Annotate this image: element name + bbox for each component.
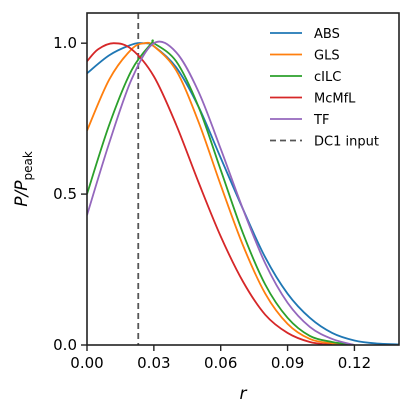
series-line-cilc bbox=[87, 39, 355, 345]
legend-entry: DC1 input bbox=[270, 135, 379, 150]
series-line-tf bbox=[87, 40, 355, 345]
x-tick-label: 0.06 bbox=[204, 354, 237, 372]
y-axis-label: P/Ppeak bbox=[12, 151, 35, 207]
y-tick-label: 0.0 bbox=[53, 336, 77, 354]
series-line-gls bbox=[87, 41, 355, 345]
x-tick-label: 0.00 bbox=[70, 354, 103, 372]
legend-entry: GLS bbox=[270, 49, 340, 64]
legend-label: DC1 input bbox=[314, 135, 379, 150]
legend-label: ABS bbox=[314, 27, 340, 42]
series-lines bbox=[87, 13, 399, 345]
x-tick-label: 0.03 bbox=[137, 354, 170, 372]
legend-label: TF bbox=[313, 113, 329, 128]
x-tick-label: 0.09 bbox=[271, 354, 304, 372]
legend-label: GLS bbox=[314, 49, 340, 64]
legend-label: cILC bbox=[314, 70, 341, 85]
legend-entry: cILC bbox=[270, 70, 341, 85]
y-tick-label: 1.0 bbox=[53, 34, 77, 52]
y-tick-label: 0.5 bbox=[53, 185, 77, 203]
legend: ABS GLS cILC McMfL TF DC1 input bbox=[270, 27, 379, 150]
chart-marks bbox=[87, 13, 399, 345]
legend-entry: TF bbox=[270, 113, 329, 128]
series-line-abs bbox=[87, 42, 399, 345]
series-line-mcmfl bbox=[87, 42, 333, 345]
legend-label: McMfL bbox=[314, 92, 356, 107]
plot-frame bbox=[86, 12, 400, 346]
x-tick-label: 0.12 bbox=[338, 354, 371, 372]
axes: 0.00 0.03 0.06 0.09 0.12 0.0 0.5 1.0 r P/Ppeak bbox=[12, 12, 400, 404]
legend-entry: McMfL bbox=[270, 92, 356, 107]
x-axis-label: r bbox=[240, 384, 248, 404]
legend-entry: ABS bbox=[270, 27, 340, 42]
